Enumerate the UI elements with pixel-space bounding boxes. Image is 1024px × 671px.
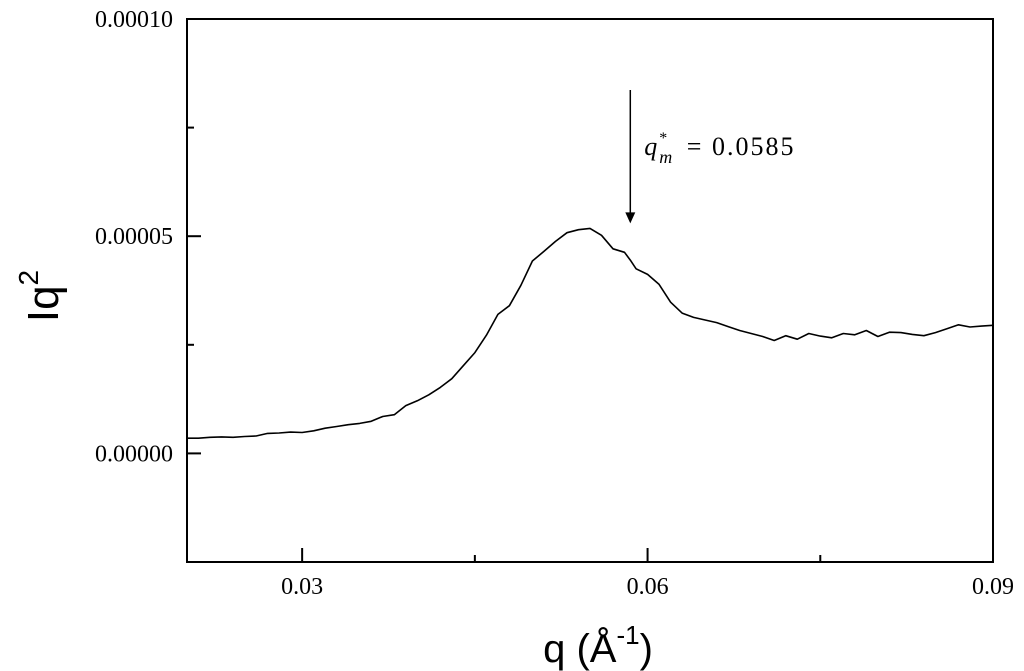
plot-border (186, 18, 994, 563)
y-axis-title-main: Iq (19, 285, 68, 322)
annotation-layer: q * m = 0.0585 (625, 90, 795, 224)
x-tick-label: 0.03 (281, 574, 323, 600)
x-axis-ticks: 0.03 0.06 0.09 (281, 548, 1014, 600)
y-tick-label: 0.00010 (95, 7, 173, 33)
annotation-sub: m (659, 147, 672, 167)
x-axis-title-main: q (Å (543, 626, 617, 671)
y-axis-title: Iq2 (13, 270, 68, 322)
x-tick-label: 0.06 (627, 574, 669, 600)
series-line (187, 227, 994, 440)
x-axis-title: q (Å-1) (543, 620, 653, 671)
annotation-star: * (659, 130, 667, 147)
annotation-q: q (644, 132, 657, 161)
annotation-arrowhead (625, 212, 636, 224)
annotation-value: = 0.0585 (678, 132, 795, 161)
x-axis-title-close: ) (640, 627, 653, 671)
x-axis-title-superscript: -1 (616, 620, 639, 650)
y-tick-label: 0.00005 (95, 224, 173, 250)
series-layer (187, 227, 994, 440)
y-tick-label: 0.00000 (95, 441, 173, 467)
x-tick-label: 0.09 (972, 574, 1014, 600)
y-axis-ticks: 0.00000 0.00005 0.00010 (95, 7, 201, 467)
plot-frame (186, 18, 994, 563)
y-axis-title-superscript: 2 (13, 270, 44, 286)
annotation-text: q * m = 0.0585 (644, 130, 795, 167)
